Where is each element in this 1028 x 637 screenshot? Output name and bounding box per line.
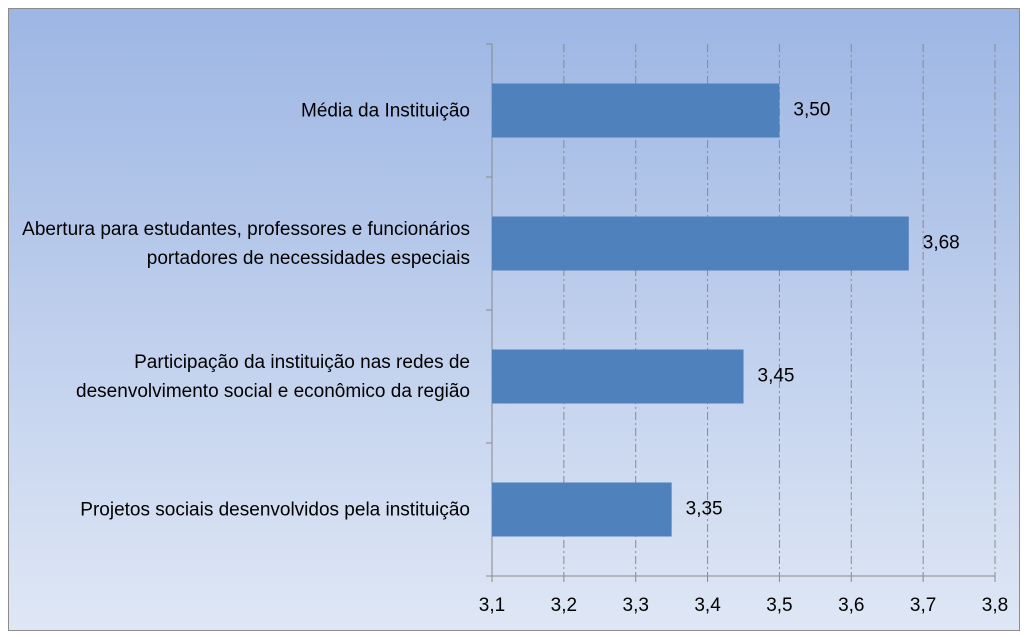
bar — [492, 216, 909, 271]
category-label: Projetos sociais desenvolvidos pela inst… — [80, 499, 470, 520]
x-tick-label: 3,7 — [910, 595, 936, 616]
value-label: 3,50 — [793, 100, 830, 121]
bar — [492, 482, 672, 537]
x-tick-label: 3,6 — [838, 595, 864, 616]
x-tick-label: 3,3 — [623, 595, 649, 616]
category-label: Abertura para estudantes, professores e … — [22, 218, 470, 269]
category-label: Média da Instituição — [301, 100, 470, 121]
x-tick-label: 3,2 — [551, 595, 577, 616]
value-label: 3,68 — [923, 233, 960, 254]
x-tick-label: 3,1 — [479, 595, 505, 616]
x-tick-label: 3,5 — [766, 595, 792, 616]
bar — [492, 83, 780, 138]
x-tick-label: 3,8 — [982, 595, 1008, 616]
bar — [492, 349, 744, 404]
x-tick-label: 3,4 — [694, 595, 721, 616]
category-label: Participação da instituição nas redes de… — [76, 351, 470, 402]
value-label: 3,45 — [758, 366, 795, 387]
value-label: 3,35 — [686, 499, 723, 520]
